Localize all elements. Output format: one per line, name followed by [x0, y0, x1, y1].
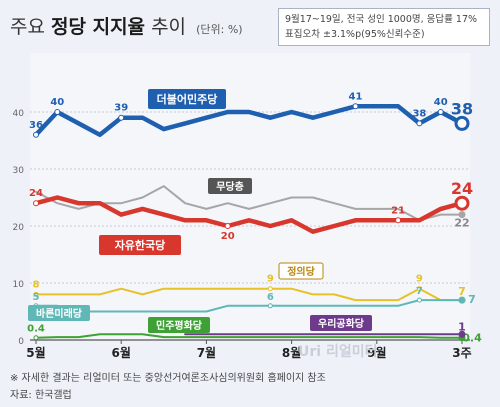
data-label-바른미래당: 6 [267, 292, 274, 303]
data-point-더불어민주당 [416, 120, 423, 127]
end-point-무당층 [458, 211, 466, 219]
series-name-box-민주평화당 [148, 317, 210, 333]
series-name-box-자유한국당 [99, 235, 181, 255]
series-name-box-무당층 [208, 178, 252, 194]
data-point-바른미래당 [416, 297, 422, 303]
series-line-무당층 [35, 185, 463, 222]
series-line-더불어민주당 [33, 104, 465, 138]
data-point-더불어민주당 [54, 109, 61, 115]
data-point-정의당 [33, 291, 39, 297]
series-name-label-민주평화당: 민주평화당 [156, 319, 203, 332]
data-point-자유한국당 [224, 223, 231, 229]
data-label-더불어민주당: 38 [412, 108, 426, 119]
x-tick-label: 3주 [452, 346, 471, 360]
data-point-바른미래당 [267, 303, 273, 309]
data-label-더불어민주당: 40 [434, 97, 448, 108]
data-label-더불어민주당: 39 [114, 103, 128, 114]
data-label-자유한국당: 20 [221, 231, 235, 242]
data-point-더불어민주당 [33, 131, 39, 138]
end-point-우리공화당 [458, 330, 466, 338]
end-point-바른미래당 [458, 296, 466, 304]
series-line-자유한국당 [33, 195, 465, 234]
footer-note: ※ 자세한 결과는 리얼미터 또는 중앙선거여론조사심의위원회 홈페이지 참조 [10, 373, 326, 384]
data-label-정의당: 9 [267, 274, 274, 285]
y-tick-label: 10 [13, 280, 25, 290]
series-line-정의당 [35, 287, 463, 302]
end-label-정의당: 7 [458, 285, 466, 298]
data-label-바른미래당: 5 [33, 292, 40, 303]
x-tick-label: 6월 [112, 345, 131, 360]
data-point-자유한국당 [395, 217, 402, 224]
y-tick-label: 0 [18, 337, 24, 347]
x-tick-label: 5월 [26, 345, 45, 360]
data-label-더불어민주당: 40 [50, 97, 64, 108]
end-point-더불어민주당 [454, 115, 470, 131]
data-label-더불어민주당: 36 [29, 120, 43, 131]
end-label-더불어민주당: 38 [451, 99, 473, 118]
series-name-label-무당층: 무당층 [216, 180, 244, 193]
data-point-민주평화당 [33, 335, 39, 341]
y-tick-label: 40 [13, 109, 25, 119]
x-tick-label: 7월 [197, 345, 216, 360]
page-title: 주요 정당 지지율 추이 (단위: %) [10, 16, 243, 38]
x-tick-label: 8월 [282, 345, 301, 360]
series-name-label-바른미래당: 바른미래당 [36, 307, 83, 320]
data-point-정의당 [267, 286, 273, 292]
data-label-자유한국당: 24 [29, 188, 43, 199]
data-label-자유한국당: 21 [391, 205, 405, 216]
footer-source: 자료: 한국갤럽 [10, 390, 72, 401]
plot-area [30, 53, 470, 340]
data-point-자유한국당 [33, 200, 39, 207]
data-label-정의당: 9 [416, 274, 423, 285]
end-label-바른미래당: 7 [468, 293, 476, 306]
data-point-더불어민주당 [352, 103, 359, 110]
data-point-더불어민주당 [437, 109, 444, 115]
y-tick-label: 30 [13, 166, 25, 176]
end-point-자유한국당 [454, 195, 470, 211]
y-tick-label: 20 [13, 223, 25, 233]
series-name-box-우리공화당 [310, 315, 372, 331]
end-label-자유한국당: 24 [451, 179, 473, 198]
data-label-민주평화당: 0.4 [27, 324, 45, 335]
survey-info-box: 9월17~19일, 전국 성인 1000명, 응답률 17% 표집오차 ±3.1… [278, 8, 490, 46]
series-name-label-더불어민주당: 더불어민주당 [157, 92, 218, 106]
series-name-box-더불어민주당 [148, 89, 226, 109]
series-line-바른미래당 [35, 299, 463, 313]
series-line-민주평화당 [35, 333, 463, 339]
data-point-정의당 [416, 286, 422, 292]
series-name-label-정의당: 정의당 [287, 265, 315, 278]
series-name-label-자유한국당: 자유한국당 [115, 238, 166, 252]
series-name-box-바른미래당 [28, 305, 90, 321]
survey-info-line2: 표집오차 ±3.1%p(95%신뢰수준) [285, 29, 425, 40]
data-label-더불어민주당: 41 [349, 91, 363, 102]
end-label-우리공화당: 1 [458, 320, 466, 333]
watermark-logo: Uri 리얼미터 [298, 344, 378, 360]
data-label-정의당: 8 [33, 279, 40, 290]
end-label-민주평화당: 0.4 [462, 332, 482, 345]
data-label-바른미래당: 7 [416, 286, 423, 297]
survey-info-line1: 9월17~19일, 전국 성인 1000명, 응답률 17% [285, 14, 478, 25]
series-name-label-우리공화당: 우리공화당 [318, 317, 365, 330]
series-name-box-정의당 [278, 262, 324, 280]
x-tick-label: 9월 [367, 345, 386, 360]
end-label-무당층: 22 [454, 217, 469, 230]
data-point-더불어민주당 [118, 114, 125, 121]
